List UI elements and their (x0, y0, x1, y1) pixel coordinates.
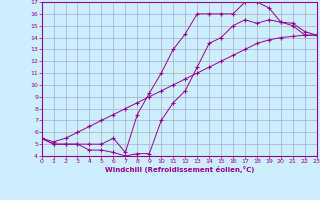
X-axis label: Windchill (Refroidissement éolien,°C): Windchill (Refroidissement éolien,°C) (105, 166, 254, 173)
